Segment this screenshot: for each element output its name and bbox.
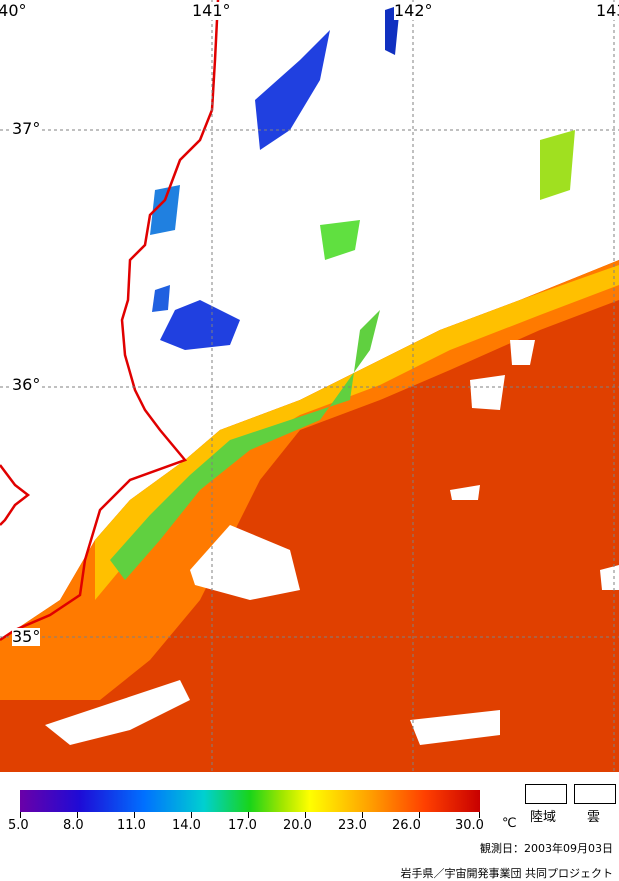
temperature-unit: ℃ (502, 816, 517, 831)
lat-label-36: 36° (12, 375, 41, 394)
cloud-patch (450, 485, 480, 500)
scale-label-8: 8.0 (63, 818, 84, 833)
sst-mid-region (0, 260, 619, 700)
sst-green-patch (540, 130, 575, 200)
sst-map (0, 0, 619, 772)
scale-tick (134, 812, 135, 818)
lon-label-142: 142° (394, 1, 433, 20)
scale-tick (77, 812, 78, 818)
sst-cold-patch (150, 185, 180, 235)
graticule (0, 0, 619, 772)
lon-label-140: 140° (0, 2, 27, 20)
coastline-lake (0, 464, 31, 526)
cloud-legend-label: 雲 (587, 810, 601, 825)
lon-label-141: 141° (192, 1, 231, 20)
scale-label-30: 30.0 (455, 818, 484, 833)
sst-cold-patch (152, 285, 170, 312)
land-legend-swatch (525, 784, 567, 804)
coastline (0, 0, 220, 642)
scale-label-20: 20.0 (283, 818, 312, 833)
scale-label-14: 14.0 (172, 818, 201, 833)
scale-tick (362, 812, 363, 818)
observation-date: 観測日：2003年09月03日 (480, 842, 613, 855)
scale-tick (305, 812, 306, 818)
cloud-patch (410, 710, 500, 745)
cloud-legend-swatch (574, 784, 616, 804)
cloud-patch (510, 340, 535, 365)
scale-tick (248, 812, 249, 818)
sst-cold-patch (255, 30, 330, 150)
cloud-patch (45, 680, 190, 745)
land-legend-label: 陸域 (530, 810, 557, 825)
scale-tick (419, 812, 420, 818)
scale-tick (479, 812, 480, 818)
scale-label-17: 17.0 (228, 818, 257, 833)
lat-label-35: 35° (12, 627, 41, 646)
sst-cool-band (95, 265, 619, 600)
scale-label-26: 26.0 (392, 818, 421, 833)
temperature-color-scale (20, 790, 480, 812)
credit-line: 岩手県／宇宙開発事業団 共同プロジェクト (400, 867, 614, 880)
scale-label-5: 5.0 (8, 818, 29, 833)
scale-tick (191, 812, 192, 818)
sst-green-patch (320, 220, 360, 260)
scale-label-23: 23.0 (338, 818, 367, 833)
lat-label-37: 37° (12, 119, 41, 138)
lon-label-143: 143° (596, 2, 619, 20)
sst-green-front (110, 310, 380, 580)
scale-label-11: 11.0 (117, 818, 146, 833)
cloud-patch (190, 525, 300, 600)
cloud-patch (470, 375, 505, 410)
scale-tick (20, 812, 21, 818)
sst-cold-patch (160, 300, 240, 350)
